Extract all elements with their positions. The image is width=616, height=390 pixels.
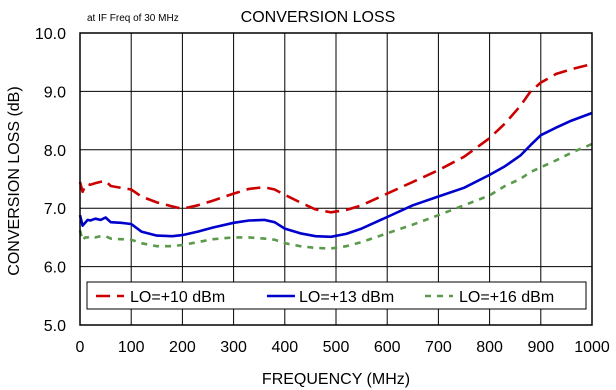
plot-frame [79,32,593,326]
y-tick-labels: 5.0 6.0 7.0 8.0 9.0 10.0 [35,26,66,335]
x-axis-title: FREQUENCY (MHz) [262,371,410,388]
legend-label-lo-10: LO=+10 dBm [130,289,225,306]
series-line-lo-16-dbm [78,142,593,250]
legend: LO=+10 dBm LO=+13 dBm LO=+16 dBm [86,281,587,310]
chart-subtitle: at IF Freq of 30 MHz [87,13,179,24]
x-tick-label: 500 [323,339,350,356]
y-tick-label: 8.0 [44,143,66,160]
x-tick-label: 800 [476,339,503,356]
x-tick-label: 600 [374,339,401,356]
x-tick-labels: 0 100 200 300 400 500 600 700 800 900 1000 [76,339,610,356]
x-tick-label: 900 [527,339,554,356]
legend-box [86,281,587,310]
grid-lines [79,32,593,326]
series-line-lo-13-dbm [78,111,593,239]
y-tick-label: 7.0 [44,201,66,218]
y-tick-label: 5.0 [44,318,66,335]
x-tick-label: 1000 [574,339,610,356]
chart-title: CONVERSION LOSS [241,9,396,26]
legend-label-lo-13: LO=+13 dBm [299,289,394,306]
x-tick-label: 200 [169,339,196,356]
x-tick-label: 0 [76,339,85,356]
series-line-lo-10-dbm [78,62,593,214]
y-tick-label: 6.0 [44,260,66,277]
y-axis-title: CONVERSION LOSS (dB) [6,86,23,275]
x-tick-label: 100 [118,339,145,356]
y-tick-label: 9.0 [44,84,66,101]
legend-label-lo-16: LO=+16 dBm [459,289,554,306]
x-tick-label: 400 [271,339,298,356]
x-tick-label: 300 [220,339,247,356]
series-lines [78,62,593,250]
x-tick-label: 700 [425,339,452,356]
y-tick-label: 10.0 [35,26,66,43]
